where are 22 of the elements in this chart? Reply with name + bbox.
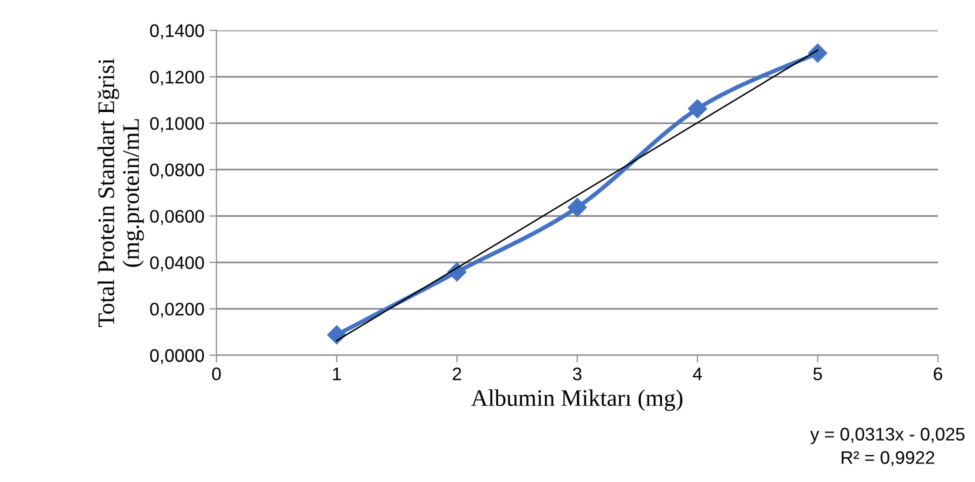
y-tick-label: 0,0800 <box>150 164 204 178</box>
point <box>808 44 828 63</box>
x-tick-label: 1 <box>333 368 341 380</box>
y-tick-label: 0,0200 <box>150 302 204 318</box>
x-tick-label: 2 <box>452 368 462 380</box>
y-tick-label: 0,0600 <box>150 210 204 225</box>
y-tick-label: 0,1000 <box>150 117 204 132</box>
x-tick-label: 5 <box>813 368 822 380</box>
point <box>327 325 346 344</box>
x-axis-title: Albumin Miktarı (mg) <box>471 389 682 411</box>
point <box>688 99 707 118</box>
x-tick-label: 6 <box>934 368 942 380</box>
y-tick-label: 0,1400 <box>150 24 204 40</box>
x-tick-label: 0 <box>212 368 221 380</box>
x-tick-label: 3 <box>572 368 582 380</box>
x-tick-label: 4 <box>692 368 702 380</box>
y-tick-label: 0,1200 <box>150 70 204 86</box>
point <box>568 198 587 217</box>
text: y = 0,0313x - 0,025 R² = 0,9922 <box>810 428 965 466</box>
y-tick-label: 0,0000 <box>150 349 204 364</box>
y-axis-title: Total Protein Standart Eğrisi (mg.protein/mL <box>98 58 144 327</box>
y-tick-label: 0,0400 <box>150 256 204 272</box>
